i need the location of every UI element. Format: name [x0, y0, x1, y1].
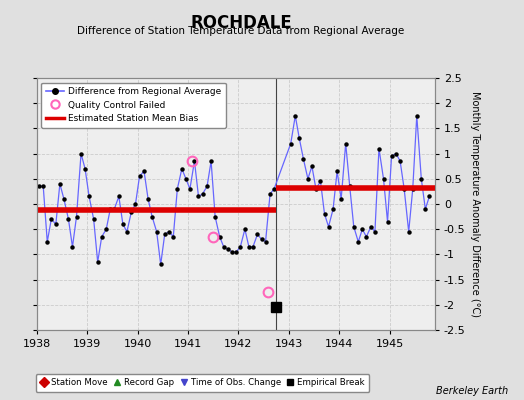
Text: ROCHDALE: ROCHDALE	[190, 14, 292, 32]
Y-axis label: Monthly Temperature Anomaly Difference (°C): Monthly Temperature Anomaly Difference (…	[470, 91, 480, 317]
Legend: Station Move, Record Gap, Time of Obs. Change, Empirical Break: Station Move, Record Gap, Time of Obs. C…	[36, 374, 369, 392]
Text: Difference of Station Temperature Data from Regional Average: Difference of Station Temperature Data f…	[78, 26, 405, 36]
Text: Berkeley Earth: Berkeley Earth	[436, 386, 508, 396]
Legend: Difference from Regional Average, Quality Control Failed, Estimated Station Mean: Difference from Regional Average, Qualit…	[41, 82, 226, 128]
